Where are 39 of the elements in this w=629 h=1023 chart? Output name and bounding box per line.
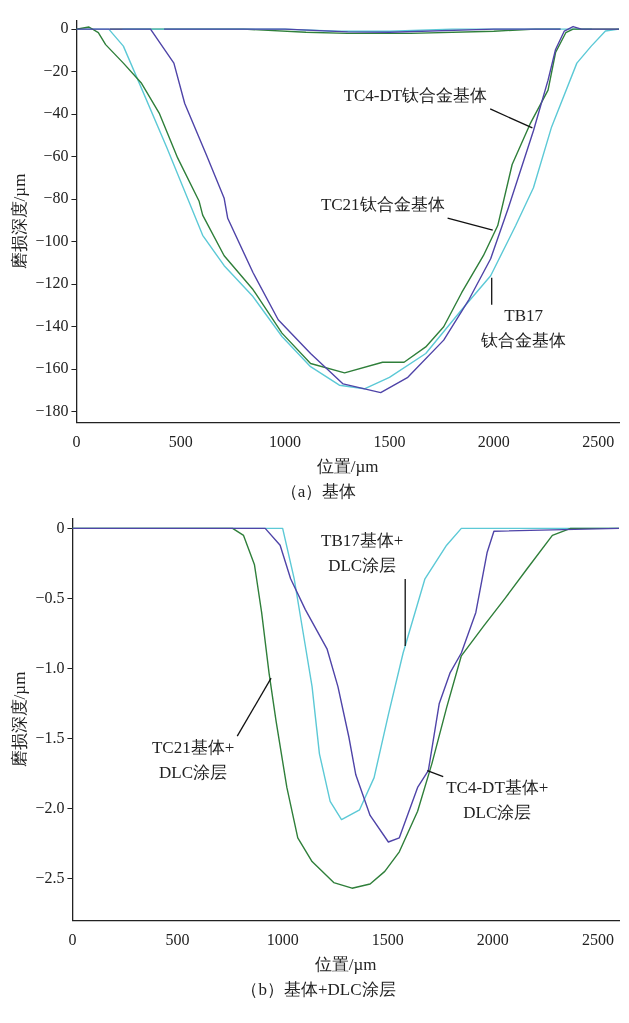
x-tick-label: 2000 <box>476 931 509 949</box>
y-tick-label: −40 <box>43 104 69 122</box>
y-tick-label: −20 <box>43 61 69 79</box>
x-tick-label: 1000 <box>266 931 299 949</box>
annotation: TC4-DT钛合金基体 <box>343 86 488 106</box>
x-tick-label: 1000 <box>269 433 302 451</box>
annotation: TC21钛合金基体 <box>320 195 445 215</box>
annotation: TB17基体+ DLC涂层 <box>321 531 404 576</box>
x-tick-label: 1500 <box>371 931 404 949</box>
y-tick-label: −1.0 <box>35 658 65 676</box>
y-tick-label: −80 <box>43 189 69 207</box>
x-tick-label: 2500 <box>582 433 615 451</box>
y-tick-label: −120 <box>35 274 69 292</box>
y-tick-label: −140 <box>35 316 69 334</box>
y-axis-title: 磨损深度/µm <box>9 671 29 768</box>
y-tick-label: −160 <box>35 359 69 377</box>
x-tick-label: 1500 <box>373 433 406 451</box>
y-tick-label: 0 <box>60 19 69 37</box>
y-tick-label: −2.5 <box>35 868 65 886</box>
annotation: TB17 钛合金基体 <box>480 306 567 351</box>
x-tick-label: 0 <box>72 433 81 451</box>
y-tick-label: −180 <box>35 401 69 419</box>
y-tick-label: 0 <box>56 518 65 536</box>
x-tick-label: 2000 <box>477 433 510 451</box>
text: （b）基体+DLC涂层 <box>240 979 397 1001</box>
y-tick-label: −60 <box>43 146 69 164</box>
annotation: TC4-DT基体+ DLC涂层 <box>446 778 549 823</box>
y-tick-label: −100 <box>35 231 69 249</box>
x-axis-title: 位置/µm <box>314 955 377 975</box>
y-tick-label: −0.5 <box>35 588 65 606</box>
y-tick-label: −1.5 <box>35 728 65 746</box>
x-tick-label: 500 <box>165 931 190 949</box>
x-tick-label: 500 <box>168 433 193 451</box>
y-tick-label: −2.0 <box>35 798 65 816</box>
x-tick-label: 2500 <box>581 931 614 949</box>
annotation: TC21基体+ DLC涂层 <box>151 737 235 782</box>
x-axis-title: 位置/µm <box>316 457 379 477</box>
text: （a）基体 <box>279 481 358 503</box>
y-axis-title: 磨损深度/µm <box>9 173 29 270</box>
